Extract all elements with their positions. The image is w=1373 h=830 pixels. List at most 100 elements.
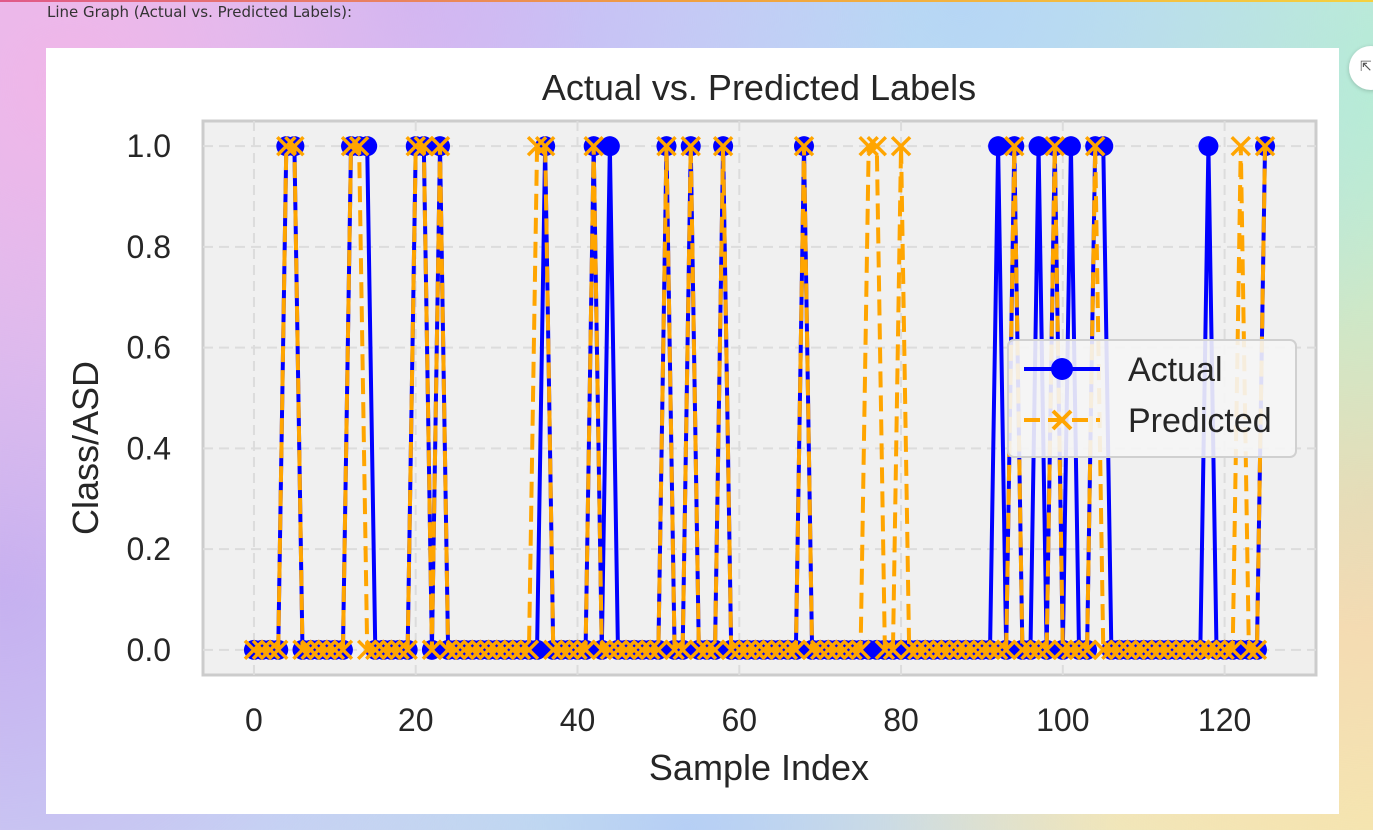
predicted-point: [551, 639, 572, 661]
predicted-point: [720, 639, 742, 661]
predicted-point: [1206, 639, 1227, 661]
predicted-point: [405, 135, 426, 157]
predicted-point: [308, 639, 329, 661]
predicted-point: [979, 639, 1001, 661]
x-tick-label: 0: [245, 702, 263, 738]
predicted-point: [785, 639, 807, 661]
predicted-point: [1117, 639, 1138, 661]
predicted-point: [1101, 639, 1122, 661]
more-vertical-icon[interactable]: ⋮: [1368, 22, 1373, 39]
predicted-point: [413, 135, 435, 157]
predicted-point: [316, 639, 337, 661]
predicted-point: [486, 639, 507, 661]
predicted-point: [421, 639, 443, 661]
actual-point: [1198, 136, 1219, 157]
predicted-point: [267, 639, 289, 661]
predicted-point: [389, 639, 410, 661]
predicted-point: [1076, 639, 1098, 661]
predicted-point: [348, 135, 370, 157]
predicted-point: [664, 639, 685, 661]
predicted-point: [834, 639, 855, 661]
predicted-point: [1246, 639, 1268, 661]
x-tick-label: 20: [398, 702, 434, 738]
predicted-point: [1060, 639, 1082, 661]
predicted-point: [623, 639, 645, 661]
predicted-point: [373, 639, 394, 661]
predicted-point: [1125, 639, 1146, 661]
predicted-point: [631, 639, 653, 661]
chart-card: 0 20 40 60 80 100 120 0.0 0.2 0.4 0.6 0.8 1.0 Actua…: [46, 48, 1339, 814]
x-tick-label: 100: [1036, 702, 1089, 738]
predicted-point: [1149, 639, 1171, 661]
predicted-point: [1214, 639, 1235, 661]
predicted-point: [1109, 639, 1130, 661]
predicted-point: [939, 639, 960, 661]
y-tick-label: 0.2: [127, 531, 171, 567]
predicted-point: [656, 135, 677, 157]
predicted-point: [340, 135, 362, 157]
predicted-point: [712, 135, 734, 157]
predicted-point: [696, 639, 718, 661]
predicted-point: [365, 639, 386, 661]
predicted-point: [915, 639, 936, 661]
predicted-point: [688, 639, 710, 661]
predicted-point: [963, 639, 985, 661]
predicted-point: [332, 639, 354, 661]
predicted-point: [1230, 135, 1252, 157]
predicted-point: [1190, 639, 1211, 661]
y-tick-label: 0.8: [127, 229, 171, 265]
predicted-point: [769, 639, 790, 661]
predicted-point: [381, 639, 402, 661]
predicted-point: [850, 639, 871, 661]
x-tick-label: 40: [560, 702, 596, 738]
predicted-point: [445, 639, 467, 661]
predicted-point: [559, 639, 580, 661]
predicted-point: [1052, 639, 1074, 661]
predicted-point: [1198, 639, 1219, 661]
predicted-point: [276, 135, 297, 157]
predicted-point: [858, 135, 879, 157]
predicted-point: [801, 639, 823, 661]
predicted-point: [648, 639, 669, 661]
x-tick-labels: 0 20 40 60 80 100 120: [245, 702, 1251, 738]
predicted-point: [454, 639, 475, 661]
predicted-point: [284, 135, 305, 157]
x-tick-label: 80: [883, 702, 919, 738]
predicted-point: [1036, 639, 1057, 661]
predicted-point: [753, 639, 774, 661]
predicted-point: [1068, 639, 1090, 661]
predicted-point: [1173, 639, 1195, 661]
actual-point: [1028, 136, 1049, 157]
predicted-point: [1044, 135, 1065, 157]
y-axis-label: Class/ASD: [65, 361, 106, 535]
predicted-point: [429, 135, 451, 157]
legend-actual-marker: [1051, 358, 1073, 380]
legend-predicted-label: Predicted: [1128, 402, 1272, 440]
predicted-point: [251, 639, 273, 661]
actual-point: [988, 136, 1009, 157]
chart-caption: Line Graph (Actual vs. Predicted Labels)…: [47, 3, 353, 21]
predicted-point: [1182, 639, 1203, 661]
predicted-point: [882, 639, 904, 661]
predicted-point: [478, 639, 499, 661]
predicted-point: [534, 135, 556, 157]
actual-point: [599, 136, 620, 157]
predicted-point: [1133, 639, 1154, 661]
predicted-point: [1238, 639, 1260, 661]
predicted-point: [300, 639, 321, 661]
expand-button[interactable]: ⇱: [1349, 46, 1373, 90]
predicted-point: [640, 639, 661, 661]
predicted-point: [745, 639, 766, 661]
predicted-point: [1157, 639, 1179, 661]
legend-predicted-marker: [1051, 409, 1073, 431]
predicted-point: [955, 639, 976, 661]
predicted-point: [292, 639, 313, 661]
predicted-point: [437, 639, 459, 661]
predicted-point: [923, 639, 944, 661]
predicted-point: [518, 639, 540, 661]
predicted-point: [526, 135, 548, 157]
x-tick-label: 60: [721, 702, 757, 738]
y-tick-label: 0.6: [127, 330, 171, 366]
legend-actual-label: Actual: [1128, 351, 1223, 389]
predicted-point: [1165, 639, 1187, 661]
